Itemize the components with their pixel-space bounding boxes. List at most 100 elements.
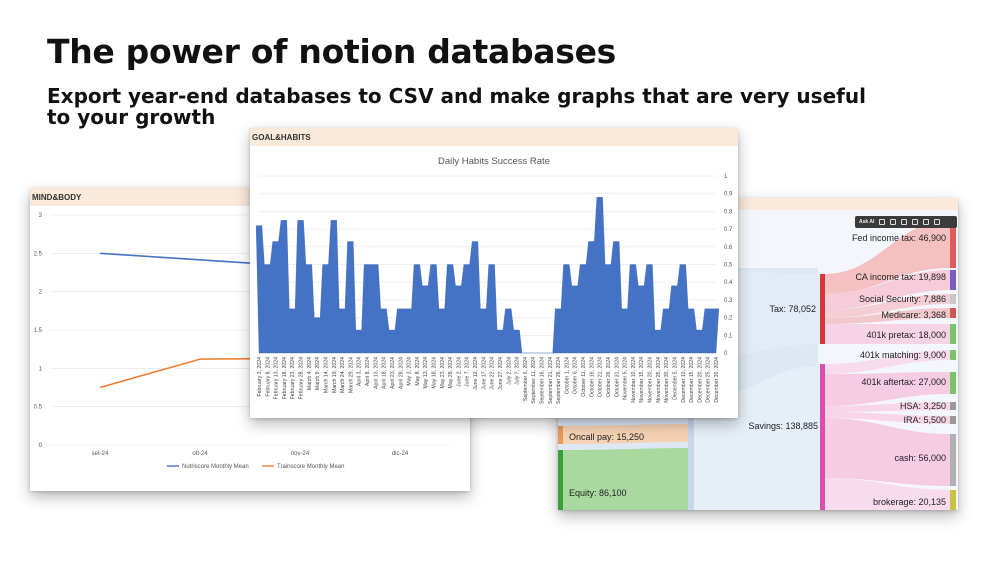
sankey-node-label: Social Security: 7,886 bbox=[859, 294, 946, 304]
sankey-node-label: 401k matching: 9,000 bbox=[860, 350, 946, 360]
add-icon[interactable] bbox=[923, 219, 930, 225]
x-tick-label: July 2, 2024 bbox=[506, 357, 512, 385]
outflow bbox=[825, 478, 950, 510]
outflow bbox=[825, 324, 950, 344]
target-node bbox=[950, 350, 956, 360]
x-tick-label: July 7, 2024 bbox=[515, 357, 521, 385]
sankey-node-label: Oncall pay: 15,250 bbox=[569, 432, 644, 442]
x-tick-label: March 24, 2024 bbox=[340, 357, 346, 393]
y-tick-label: 0 bbox=[39, 443, 43, 449]
x-tick-label: November 5, 2024 bbox=[623, 357, 629, 400]
x-tick-label: June 22, 2024 bbox=[490, 357, 496, 390]
sankey-node-label: Medicare: 3,368 bbox=[881, 310, 946, 320]
x-tick-label: December 10, 2024 bbox=[681, 357, 687, 403]
slide-title: The power of notion databases bbox=[47, 32, 617, 71]
x-tick-label: December 30, 2024 bbox=[714, 357, 720, 403]
x-tick-label: April 28, 2024 bbox=[398, 357, 404, 389]
x-tick-label: May 28, 2024 bbox=[448, 357, 454, 389]
x-tick-label: April 8, 2024 bbox=[365, 357, 371, 386]
outflow bbox=[825, 402, 950, 412]
ask-ai-button[interactable]: Ask AI bbox=[859, 219, 875, 225]
y-tick-label: 0.4 bbox=[724, 280, 733, 286]
x-tick-label: December 25, 2024 bbox=[706, 357, 712, 403]
x-tick-label: November 15, 2024 bbox=[639, 357, 645, 403]
outflow bbox=[825, 412, 950, 424]
sankey-node-label: 401k aftertax: 27,000 bbox=[861, 377, 946, 387]
y-tick-label: 0.9 bbox=[724, 192, 733, 198]
target-node bbox=[950, 220, 956, 268]
x-tick-label: October 26, 2024 bbox=[606, 357, 612, 397]
x-tick-label: February 23, 2024 bbox=[290, 357, 296, 400]
x-tick-label: September 21, 2024 bbox=[548, 357, 554, 404]
x-tick-label: May 13, 2024 bbox=[423, 357, 429, 389]
y-tick-label: 2 bbox=[39, 290, 43, 296]
y-tick-label: 2.5 bbox=[34, 251, 43, 257]
x-tick-label: March 19, 2024 bbox=[332, 357, 338, 393]
legend-label: Nutriscore Monthly Mean bbox=[182, 464, 249, 470]
x-tick-label: November 25, 2024 bbox=[656, 357, 662, 403]
x-tick-label: June 2, 2024 bbox=[456, 357, 462, 387]
outflow bbox=[825, 372, 950, 406]
x-tick-label: September 16, 2024 bbox=[540, 357, 546, 404]
y-tick-label: 0.6 bbox=[724, 245, 733, 251]
outflow bbox=[825, 418, 950, 486]
more-icon[interactable] bbox=[934, 219, 941, 225]
x-tick-label: February 13, 2024 bbox=[274, 357, 280, 400]
goal-habits-chart-card: GOAL&HABITS Daily Habits Success Rate 0 0.… bbox=[250, 128, 738, 418]
target-node bbox=[950, 490, 956, 510]
x-tick-label: November 20, 2024 bbox=[648, 357, 654, 403]
y-tick-label: 1.5 bbox=[34, 328, 43, 334]
x-tick-label: set-24 bbox=[92, 451, 109, 457]
x-tick-label: March 14, 2024 bbox=[324, 357, 330, 393]
sankey-node-label: 401k pretax: 18,000 bbox=[866, 330, 946, 340]
outflow bbox=[825, 270, 950, 310]
savings-node bbox=[820, 364, 825, 510]
x-tick-label: February 3, 2024 bbox=[257, 357, 263, 397]
outflow bbox=[825, 350, 950, 374]
x-tick-label: March 4, 2024 bbox=[307, 357, 313, 390]
x-tick-label: November 30, 2024 bbox=[664, 357, 670, 403]
x-tick-label: nov-24 bbox=[291, 451, 310, 457]
y-tick-label: 0.2 bbox=[724, 316, 733, 322]
outflow bbox=[825, 220, 950, 294]
outflow bbox=[825, 294, 950, 318]
x-tick-label: May 3, 2024 bbox=[407, 357, 413, 386]
target-node bbox=[950, 434, 956, 486]
x-tick-label: May 8, 2024 bbox=[415, 357, 421, 386]
x-tick-label: April 13, 2024 bbox=[373, 357, 379, 389]
zoom-icon[interactable] bbox=[912, 219, 919, 225]
filter-icon[interactable] bbox=[901, 219, 908, 225]
oncall-node bbox=[558, 426, 563, 444]
y-tick-label: 0 bbox=[724, 351, 728, 357]
x-tick-label: April 3, 2024 bbox=[357, 357, 363, 386]
target-node bbox=[950, 416, 956, 424]
slide-subtitle: Export year-end databases to CSV and mak… bbox=[47, 84, 866, 129]
target-node bbox=[950, 372, 956, 394]
x-tick-label: April 23, 2024 bbox=[390, 357, 396, 389]
target-node bbox=[950, 402, 956, 410]
target-node bbox=[950, 324, 956, 344]
y-tick-label: 1 bbox=[724, 174, 728, 180]
x-tick-label: October 6, 2024 bbox=[573, 357, 579, 394]
x-tick-label: October 1, 2024 bbox=[564, 357, 570, 394]
x-tick-label: March 9, 2024 bbox=[315, 357, 321, 390]
x-tick-label: December 15, 2024 bbox=[689, 357, 695, 403]
comment-icon[interactable] bbox=[879, 219, 886, 225]
x-tick-label: December 20, 2024 bbox=[697, 357, 703, 403]
x-tick-label: October 16, 2024 bbox=[589, 357, 595, 397]
y-tick-label: 0.1 bbox=[724, 333, 733, 339]
sankey-node-label: Fed income tax: 46,900 bbox=[852, 233, 946, 243]
chart-toolbar[interactable]: Ask AI bbox=[855, 216, 957, 228]
y-tick-label: 0.7 bbox=[724, 227, 733, 233]
x-tick-label: October 11, 2024 bbox=[581, 357, 587, 397]
daily-habits-area-chart: Daily Habits Success Rate 0 0.1 0.2 0.3 0.4 0.… bbox=[250, 146, 738, 418]
sankey-node-label: Tax: 78,052 bbox=[769, 304, 816, 314]
x-tick-label: December 5, 2024 bbox=[673, 357, 679, 400]
x-tick-label: June 17, 2024 bbox=[481, 357, 487, 390]
x-tick-label: September 11, 2024 bbox=[531, 357, 537, 404]
x-tick-label: June 12, 2024 bbox=[473, 357, 479, 390]
copy-icon[interactable] bbox=[890, 219, 897, 225]
y-tick-label: 1 bbox=[39, 366, 43, 372]
y-tick-label: 3 bbox=[39, 213, 43, 219]
sankey-node-label: Savings: 138,885 bbox=[748, 421, 818, 431]
